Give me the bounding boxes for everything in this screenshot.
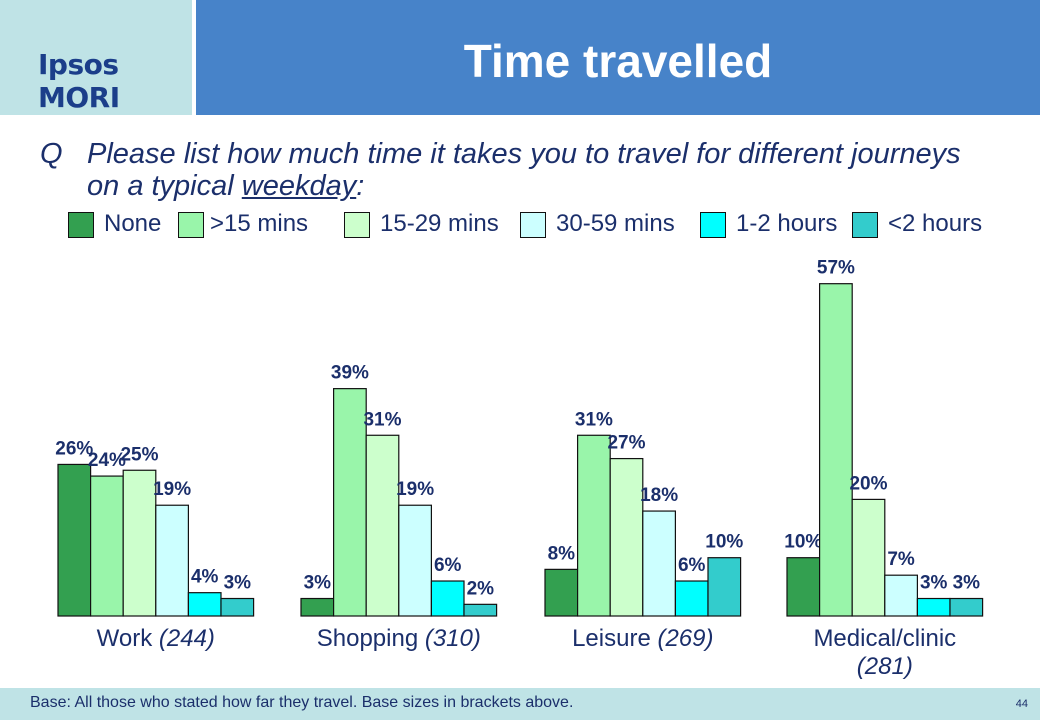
bar-work-0 [57,463,92,617]
data-label: 3% [224,573,252,594]
page-number: 44 [1015,698,1028,710]
question-text-start: Please list how much time it takes you t… [87,138,961,202]
bar-shopping-5 [463,603,498,617]
category-name: Work [97,625,159,652]
bar-medicalclinic-5 [949,597,984,617]
category-base: (244) [159,625,215,652]
legend-label-none: None [104,210,162,237]
data-label: 39% [331,363,369,384]
category-base: (281) [857,653,913,680]
category-name: Leisure [572,625,657,652]
legend-swatch-30-59 [520,212,546,238]
data-label: 27% [607,433,645,454]
bar-work-1 [89,475,124,617]
bar-leisure-5 [707,557,742,617]
data-label: 3% [920,573,948,594]
bar-medicalclinic-3 [884,574,918,617]
bar-leisure-1 [576,434,611,617]
data-label: 18% [640,485,678,506]
question-text: Please list how much time it takes you t… [87,138,987,202]
bar-leisure-2 [609,457,644,617]
data-label: 8% [548,543,576,564]
bar-leisure-3 [642,510,676,617]
legend-swatch-under-15 [178,212,204,238]
data-label: 3% [304,573,332,594]
data-label: 2% [467,578,495,599]
question-text-emphasis: weekday [241,170,357,202]
bar-shopping-3 [398,504,432,617]
data-label: 20% [849,473,887,494]
ipsos-mori-logo: Ipsos MORI [38,48,120,114]
bar-work-2 [122,469,157,617]
base-footnote: Base: All those who stated how far they … [30,694,574,711]
bar-medicalclinic-2 [851,498,886,617]
bar-work-3 [155,504,190,617]
bar-medicalclinic-1 [818,283,853,617]
bar-shopping-0 [300,597,335,617]
question-text-end: : [356,170,365,202]
footer: Base: All those who stated how far they … [0,688,1040,720]
logo-panel: Ipsos MORI [0,0,192,115]
bar-leisure-0 [544,568,579,617]
bar-shopping-2 [365,434,400,617]
legend-label-under-15: >15 mins [210,210,309,237]
data-label: 10% [784,532,822,553]
legend-swatch-1-2h [700,212,726,238]
bar-work-5 [220,597,255,617]
data-label: 31% [363,409,401,430]
data-label: 57% [817,258,855,279]
data-label: 31% [575,409,613,430]
category-label: Medical/clinic [813,625,956,652]
category-base: (269) [657,625,713,652]
bar-shopping-4 [430,580,465,617]
legend-label-30-59: 30-59 mins [556,210,675,237]
legend-swatch-15-29 [344,212,370,238]
data-label: 4% [191,567,219,588]
data-label: 6% [434,555,462,576]
data-label: 10% [705,532,743,553]
title-panel: Time travelled [196,0,1040,115]
category-label: Shopping (310) [317,625,481,652]
data-label: 19% [153,479,191,500]
legend-label-15-29: 15-29 mins [380,210,499,237]
data-label: 19% [396,479,434,500]
data-label: 3% [953,573,981,594]
bar-shopping-1 [333,388,367,617]
category-base: (310) [425,625,481,652]
question-marker: Q [40,138,63,170]
data-label: 24% [88,450,126,471]
legend-swatch-none [68,212,94,238]
data-label: 25% [120,444,158,465]
bar-chart: 26%24%25%19%4% 3%Work (244)3%39%31%19%6%2… [55,258,984,680]
legend-swatch-over-2h [852,212,878,238]
page-title: Time travelled [463,35,773,87]
data-label: 26% [55,438,93,459]
bar-leisure-4 [674,580,709,617]
bar-work-4 [187,592,222,617]
legend-label-1-2h: 1-2 hours [736,210,838,237]
chart-legend: None >15 mins 15-29 mins 30-59 mins 1-2 … [0,208,1040,242]
category-name: Shopping [317,625,425,652]
legend-label-over-2h: <2 hours [888,210,983,237]
bar-medicalclinic-0 [786,557,821,617]
category-label: Leisure (269) [572,625,713,652]
category-label: Work (244) [97,625,215,652]
data-label: 7% [887,549,915,570]
data-label: 6% [678,555,706,576]
bar-medicalclinic-4 [916,597,951,617]
